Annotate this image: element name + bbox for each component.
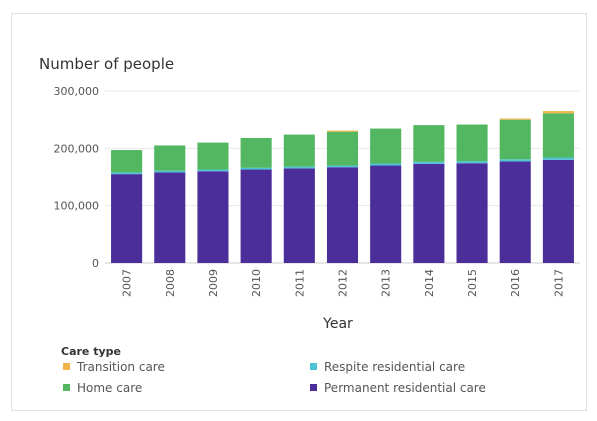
bar-segment	[111, 150, 143, 173]
legend: Transition care Respite residential care H…	[63, 360, 486, 395]
x-tick-label: 2008	[164, 269, 177, 297]
bar-segment	[240, 167, 272, 170]
legend-label: Permanent residential care	[324, 381, 486, 395]
x-tick-label: 2013	[380, 269, 393, 297]
x-tick-label: 2007	[121, 269, 134, 297]
bar-segment	[197, 169, 229, 172]
bar-segment	[413, 161, 445, 164]
y-tick-label: 200,000	[54, 142, 100, 155]
y-tick-label: 300,000	[54, 85, 100, 98]
bar-segment	[499, 118, 531, 120]
x-tick-labels: 2007 2008 2009 2010 2011 2012 2013 2014 2015 2016…	[121, 269, 566, 297]
legend-title: Care type	[61, 345, 121, 358]
legend-swatch	[310, 363, 317, 370]
legend-swatch	[63, 384, 70, 391]
bar-segment	[111, 174, 143, 263]
bar-segment	[326, 130, 359, 132]
bar-segment	[542, 113, 574, 158]
bar-segment	[456, 161, 488, 164]
bar-segment	[240, 138, 272, 168]
x-tick-label: 2016	[509, 269, 522, 297]
bar-segment	[370, 163, 402, 166]
chart-frame: Number of people 0 100,000 200,000 300,000 …	[11, 13, 587, 411]
legend-swatch	[63, 363, 70, 370]
bar-segment	[413, 163, 445, 263]
bar-segment	[154, 170, 186, 173]
bar-segment	[283, 168, 315, 263]
x-axis-title: Year	[322, 316, 353, 332]
bar-segment	[456, 124, 488, 162]
legend-label: Respite residential care	[324, 360, 465, 374]
bar-segment	[370, 165, 402, 263]
x-tick-label: 2015	[466, 269, 479, 297]
x-tick-label: 2009	[207, 269, 220, 297]
bars	[111, 111, 574, 263]
bar-segment	[413, 125, 445, 162]
x-tick-label: 2017	[552, 269, 565, 297]
bar-segment	[499, 119, 531, 160]
stacked-bar-chart: Number of people 0100,000200,000300,000 …	[39, 55, 580, 395]
x-tick-label: 2012	[337, 269, 350, 297]
bar-segment	[111, 172, 143, 175]
bar-segment	[197, 171, 229, 263]
bar-segment	[283, 134, 315, 167]
bar-segment	[326, 131, 359, 166]
bar-segment	[542, 159, 574, 263]
bar-segment	[197, 142, 229, 170]
legend-label: Home care	[77, 381, 142, 395]
bar-segment	[542, 111, 574, 114]
bar-segment	[542, 157, 574, 160]
x-tick-label: 2011	[293, 269, 306, 297]
bar-segment	[499, 159, 531, 162]
x-tick-label: 2010	[250, 269, 263, 297]
y-tick-label: 100,000	[54, 200, 100, 213]
bar-segment	[326, 167, 359, 263]
y-axis-title: Number of people	[39, 55, 174, 73]
bar-segment	[499, 161, 531, 263]
bar-segment	[456, 163, 488, 263]
bar-segment	[370, 128, 402, 164]
bar-segment	[326, 165, 359, 168]
bar-segment	[283, 166, 315, 169]
y-tick-labels: 0 100,000 200,000 300,000	[54, 85, 100, 270]
bar-segment	[240, 169, 272, 263]
legend-swatch	[310, 384, 317, 391]
y-tick-label: 0	[92, 257, 99, 270]
x-tick-label: 2014	[423, 269, 436, 297]
bar-segment	[154, 145, 186, 171]
legend-label: Transition care	[76, 360, 165, 374]
bar-segment	[154, 172, 186, 263]
